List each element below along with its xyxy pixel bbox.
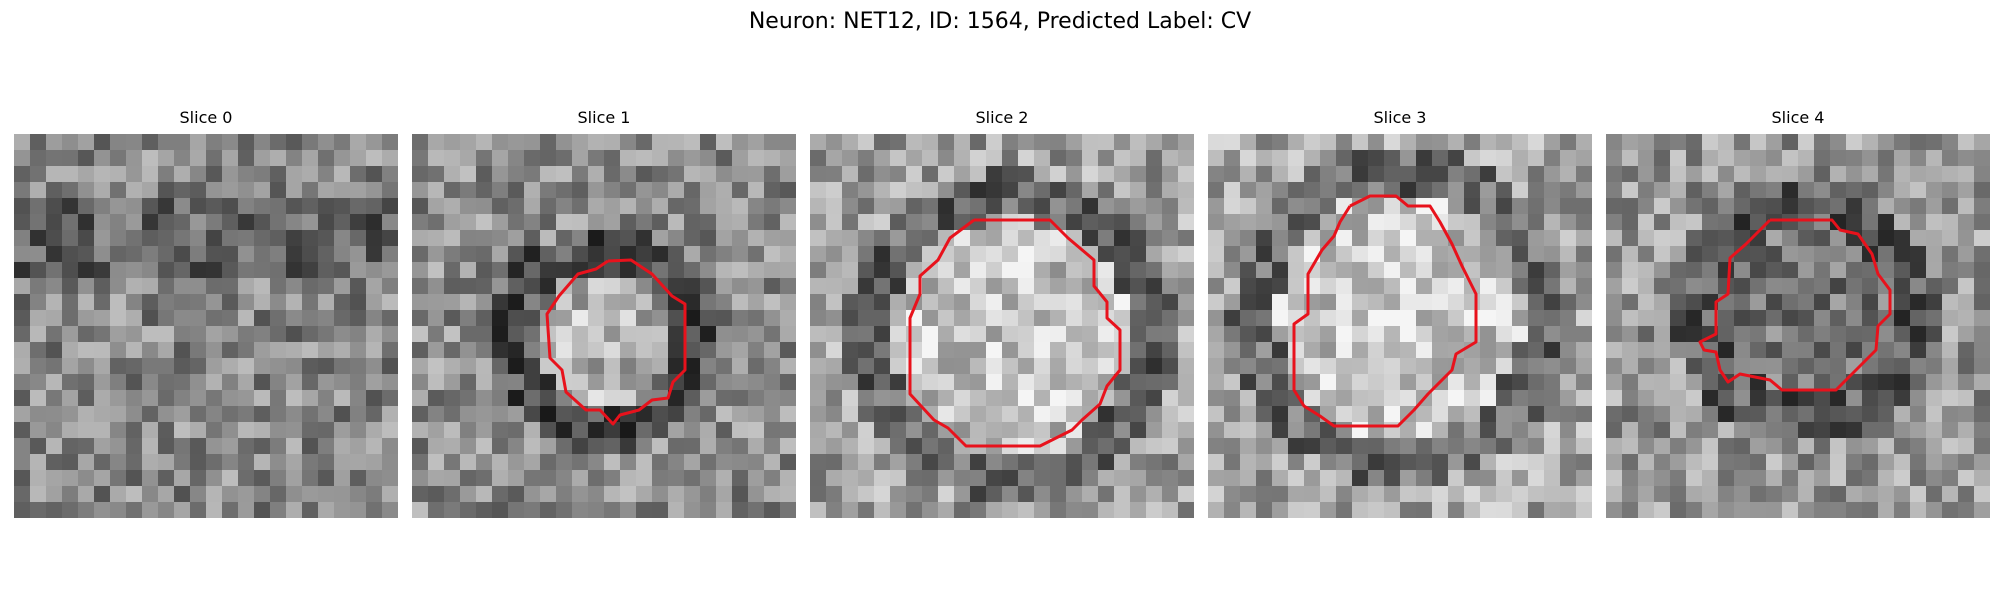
slice-title: Slice 1 xyxy=(577,108,631,127)
slice-panel-1: Slice 1 xyxy=(412,108,796,518)
figure-title: Neuron: NET12, ID: 1564, Predicted Label… xyxy=(748,9,1252,34)
slice-image-2 xyxy=(810,134,1194,518)
slice-title: Slice 2 xyxy=(975,108,1029,127)
slice-title: Slice 3 xyxy=(1373,108,1427,127)
slice-panel-0: Slice 0 xyxy=(14,108,398,518)
slice-panel-2: Slice 2 xyxy=(810,108,1194,518)
slice-image-1 xyxy=(412,134,796,518)
slice-pixels xyxy=(1208,134,1592,518)
slice-title: Slice 0 xyxy=(179,108,233,127)
segmentation-contour xyxy=(545,258,687,426)
slice-image-3 xyxy=(1208,134,1592,518)
slice-pixels xyxy=(1606,134,1990,518)
segmentation-contour xyxy=(908,218,1122,448)
slice-title: Slice 4 xyxy=(1771,108,1825,127)
slice-pixels xyxy=(14,134,398,518)
slice-image-0 xyxy=(14,134,398,518)
segmentation-contour xyxy=(1292,194,1478,428)
segmentation-contour xyxy=(1698,218,1892,392)
slice-panel-4: Slice 4 xyxy=(1606,108,1990,518)
slice-panel-3: Slice 3 xyxy=(1208,108,1592,518)
slice-image-4 xyxy=(1606,134,1990,518)
slice-pixels xyxy=(412,134,796,518)
slice-pixels xyxy=(810,134,1194,518)
